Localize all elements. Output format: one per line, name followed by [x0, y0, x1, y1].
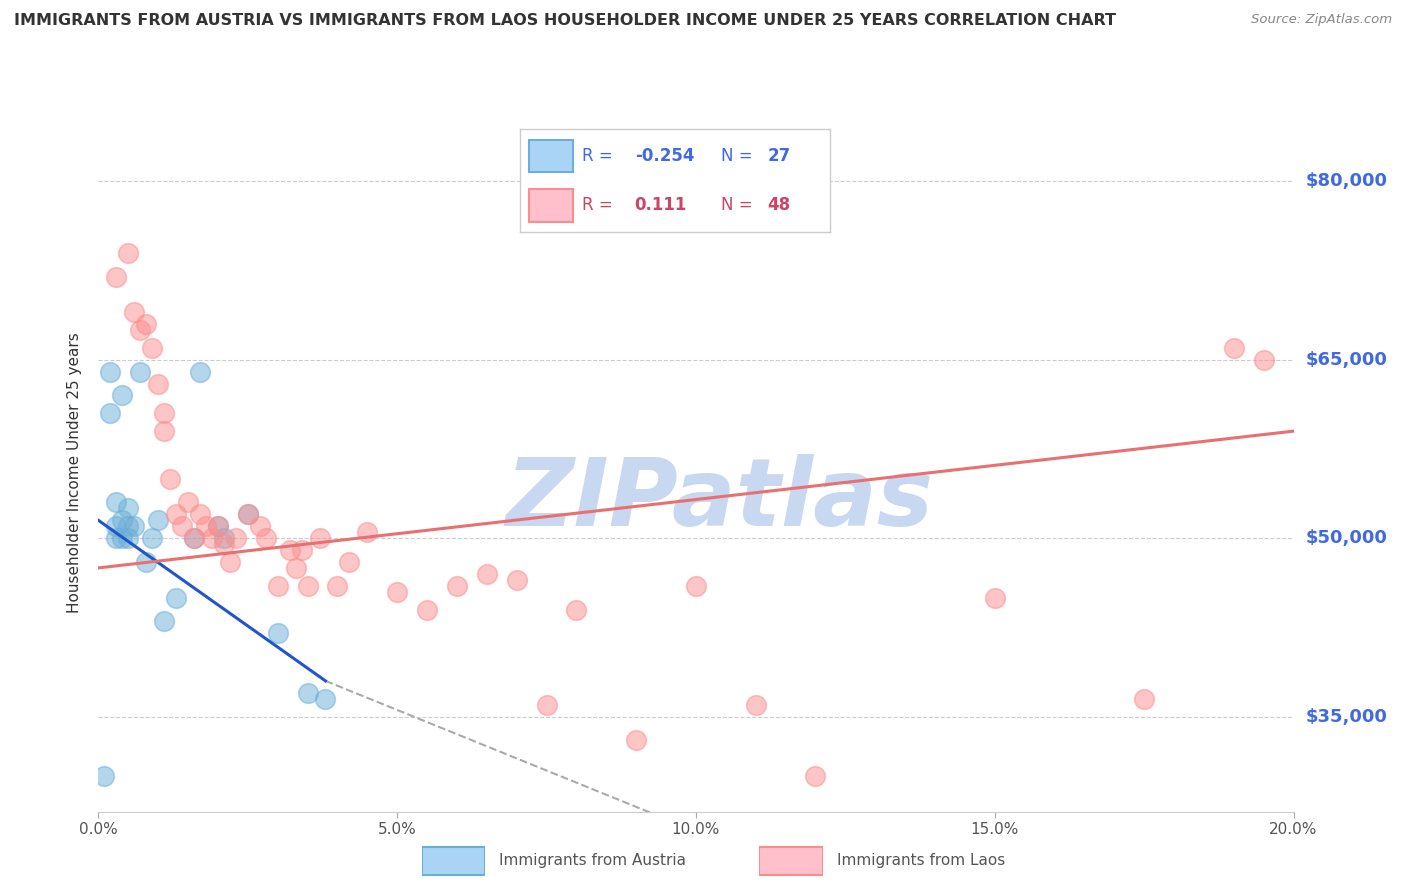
Point [219, 555, 242, 569]
Point [148, 376, 170, 391]
Point [446, 579, 468, 593]
Point [124, 305, 146, 319]
Point [339, 555, 360, 569]
Point [105, 531, 128, 545]
Bar [530, 139, 572, 172]
Text: N =: N = [721, 147, 752, 165]
Point [297, 579, 319, 593]
Text: Source: ZipAtlas.com: Source: ZipAtlas.com [1251, 13, 1392, 27]
Point [141, 341, 163, 355]
Point [111, 513, 134, 527]
Point [536, 698, 558, 712]
Point [297, 686, 319, 700]
Point [685, 579, 707, 593]
Point [1223, 341, 1246, 355]
Point [117, 245, 139, 260]
Point [141, 531, 163, 545]
Text: 27: 27 [768, 147, 792, 165]
Text: $35,000: $35,000 [1305, 707, 1388, 725]
Bar [422, 847, 485, 875]
Point [212, 531, 235, 545]
Point [188, 365, 211, 379]
Point [148, 513, 170, 527]
Point [124, 519, 146, 533]
Bar [530, 189, 572, 221]
Point [326, 579, 349, 593]
Point [177, 495, 200, 509]
Point [98, 365, 122, 379]
Bar [759, 847, 823, 875]
Text: $65,000: $65,000 [1305, 351, 1388, 368]
Point [290, 543, 312, 558]
Point [236, 508, 259, 522]
Point [254, 531, 277, 545]
Point [267, 626, 290, 640]
Text: ZIPatlas: ZIPatlas [506, 454, 934, 546]
Text: 48: 48 [768, 196, 790, 214]
Point [1133, 691, 1156, 706]
Point [165, 591, 187, 605]
Point [117, 531, 139, 545]
Text: -0.254: -0.254 [634, 147, 695, 165]
Point [308, 531, 330, 545]
Point [135, 317, 157, 331]
Point [385, 584, 409, 599]
Point [225, 531, 247, 545]
Point [745, 698, 768, 712]
Point [624, 733, 647, 747]
Point [105, 269, 128, 284]
Point [207, 519, 229, 533]
Point [356, 525, 378, 540]
Point [983, 591, 1005, 605]
Point [111, 531, 134, 545]
Point [565, 602, 588, 616]
Y-axis label: Householder Income Under 25 years: Householder Income Under 25 years [67, 333, 83, 613]
Point [183, 531, 205, 545]
Point [267, 579, 290, 593]
Point [159, 472, 181, 486]
Point [172, 519, 194, 533]
Point [165, 508, 187, 522]
Text: Immigrants from Austria: Immigrants from Austria [499, 854, 686, 868]
Point [93, 769, 115, 783]
Point [284, 561, 307, 575]
Point [117, 501, 139, 516]
Point [1253, 352, 1275, 367]
Point [98, 406, 122, 420]
Point [153, 615, 176, 629]
Point [506, 573, 529, 587]
Point [105, 519, 128, 533]
Point [188, 508, 211, 522]
Text: R =: R = [582, 147, 613, 165]
Text: Immigrants from Laos: Immigrants from Laos [837, 854, 1005, 868]
Text: N =: N = [721, 196, 752, 214]
Point [315, 691, 337, 706]
Point [236, 508, 259, 522]
Point [153, 406, 176, 420]
Point [212, 537, 235, 551]
Point [117, 519, 139, 533]
Text: 0.111: 0.111 [634, 196, 688, 214]
Point [416, 602, 439, 616]
Point [201, 531, 224, 545]
Text: IMMIGRANTS FROM AUSTRIA VS IMMIGRANTS FROM LAOS HOUSEHOLDER INCOME UNDER 25 YEAR: IMMIGRANTS FROM AUSTRIA VS IMMIGRANTS FR… [14, 13, 1116, 29]
Point [135, 555, 157, 569]
Point [105, 495, 128, 509]
Point [183, 531, 205, 545]
Point [249, 519, 271, 533]
Point [129, 323, 152, 337]
Text: R =: R = [582, 196, 613, 214]
Text: $50,000: $50,000 [1305, 529, 1388, 547]
Point [111, 388, 134, 402]
Point [475, 566, 498, 581]
Point [804, 769, 827, 783]
Point [194, 519, 218, 533]
Point [129, 365, 152, 379]
Point [278, 543, 301, 558]
Point [207, 519, 229, 533]
Text: $80,000: $80,000 [1305, 172, 1388, 190]
Point [153, 424, 176, 438]
